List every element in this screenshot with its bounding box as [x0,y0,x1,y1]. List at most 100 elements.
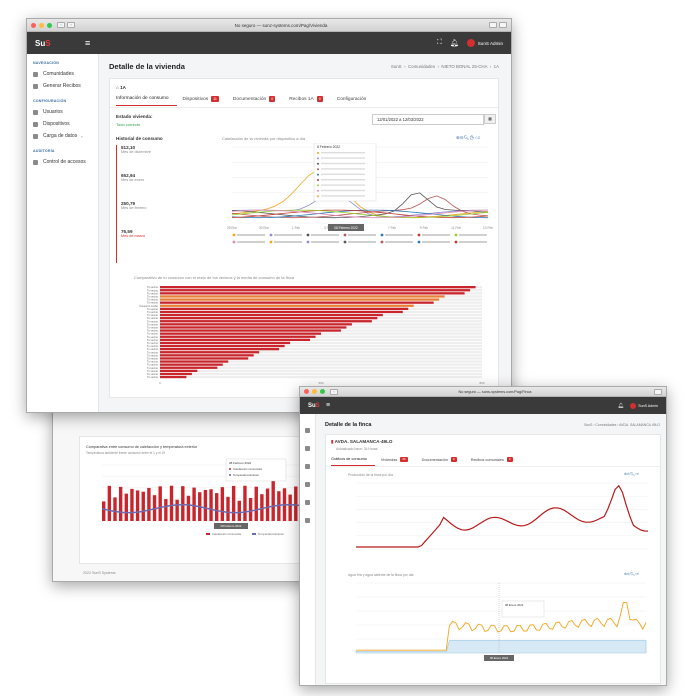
neighbor-label: Tu vecino [147,332,159,336]
content-area: Comparativa entre consumo de calefacción… [53,401,351,581]
neighbor-bar [160,329,341,332]
sidebar-item-comunidades[interactable]: Comunidades [27,68,98,80]
chart-toolbar[interactable]: ⊕⊖🔍︎⌂≡ [624,572,639,576]
legend-text-line [274,241,302,243]
sidebar-icon-accesos[interactable] [305,518,310,523]
legend-text-line [459,234,487,236]
legend-marker [454,240,458,244]
tab-label: Dispositivos [182,96,209,102]
legend-marker [417,233,421,237]
tooltip-marker [317,184,319,187]
legend-text-line [311,234,339,236]
maximize-window-icon[interactable] [320,389,325,394]
minimize-window-icon[interactable] [39,22,44,28]
legend-label: Temperatura Exterior [258,532,284,536]
notifications-icon[interactable]: 🔔︎ [449,40,459,47]
tab-graficos-consumo[interactable]: Gráficos de consumo [331,457,375,466]
minimize-window-icon[interactable] [312,389,317,394]
date-range-input[interactable]: 12/01/2022 a 12/03/2022 [372,114,484,125]
device-series-line [231,209,489,219]
avatar[interactable] [466,39,475,47]
tabs-divider [110,107,498,108]
back-icon[interactable]: ‹ [57,22,65,28]
forward-icon[interactable]: › [67,22,75,28]
tab-documentacion[interactable]: Documentación 0 [233,96,283,106]
breadcrumb: SunS › Comunidades › NIETO BONAL 25-CHA … [390,64,499,69]
neighbor-label: Tu vecino [147,335,159,339]
close-window-icon[interactable] [31,22,36,28]
breadcrumb-item[interactable]: SunS [584,423,593,427]
tooltip-marker [229,468,231,470]
users-icon [33,109,38,115]
breadcrumb-item[interactable]: Comunidades [407,64,436,69]
user-name[interactable]: SunS Admin [477,40,503,46]
sidebar-item-control-accesos[interactable]: Control de accesos [27,156,98,168]
tooltip-marker [317,179,319,181]
sidebar-item-dispositivos[interactable]: Dispositivos [27,118,98,130]
menu-icon[interactable]: ≡ [85,38,91,48]
legend-marker [306,240,310,244]
sidebar-icon-recibos[interactable] [305,446,310,451]
legend-marker [343,240,347,244]
tab-informacion-consumo[interactable]: Información de consumo [116,96,177,106]
calendar-button[interactable]: ▦ [484,114,496,124]
legend-marker [232,240,236,244]
x-tick-label: 11 Feb [451,226,461,230]
tab-documentacion[interactable]: Documentación 0 [422,457,465,466]
bar-track [160,351,482,354]
window-dwelling-detail: ‹ › No seguro — sunz-systems.com/Pag/Viv… [26,18,512,413]
breadcrumb-item[interactable]: Comunidades [595,423,617,427]
tab-label: Recibos 1A [289,96,314,102]
maximize-window-icon[interactable] [47,22,52,28]
tab-label: Documentación [421,457,449,462]
tabs-icon[interactable] [499,22,507,28]
sidebar-item-usuarios[interactable]: Usuarios [27,106,98,118]
tooltip-title: 8 Febrero 2022 [317,145,340,149]
share-icon[interactable] [489,22,497,28]
sidebar-icon-dispositivos[interactable] [305,482,310,487]
dwelling-tabs: Información de consumo Dispositivos 11 Do… [116,96,380,106]
back-icon[interactable]: ‹ [330,388,338,395]
sidebar-icon-usuarios[interactable] [305,464,310,469]
sidebar-item-label: Usuarios [43,109,63,115]
heating-bar [215,493,219,521]
heating-bar [175,499,179,521]
url-bar[interactable]: No seguro — sunz-systems.com/Pag/Viviend… [234,22,328,28]
tab-recibos[interactable]: Recibos 1A 0 [289,96,331,106]
neighbor-label: Tu vecino [147,366,159,370]
sidebar-icon-carga[interactable] [305,500,310,505]
url-bar[interactable]: No seguro — suns-systems.com/Pag/Finca [458,389,532,394]
chart-toolbar[interactable]: ⊕⊖🔍︎⌂≡ [624,472,639,476]
tooltip-marker [317,189,319,192]
heating-bar [135,490,140,521]
sidebar-item-carga-datos[interactable]: Carga de datos › [27,130,98,142]
neighbor-label: Tu vecino [147,369,159,373]
chart-toolbar[interactable]: ⊕⊖🔍︎✋︎⌂≡ [456,135,481,140]
legend-marker [454,233,458,237]
notifications-icon[interactable]: 🔔︎ [617,402,625,409]
sidebar-item-label: Dispositivos [43,121,70,127]
share-icon[interactable] [654,388,662,395]
breadcrumb-item[interactable]: SunS [390,64,402,69]
tab-label: Configuración [336,96,367,102]
menu-icon[interactable]: ≡ [326,402,331,409]
sidebar-icon-comunidades[interactable] [305,428,310,433]
sidebar: NAVEGACIÓN Comunidades Generar Recibos C… [27,54,99,412]
tab-viviendas[interactable]: Viviendas 36 [381,457,416,466]
fullscreen-icon[interactable]: ⛶ [436,39,442,46]
legend-text-line [422,241,450,243]
estado-label: Estado vivienda: [116,114,153,119]
neighbor-bar [160,366,218,369]
tab-dispositivos[interactable]: Dispositivos 11 [183,96,227,106]
tab-configuracion[interactable]: Configuración [337,96,375,106]
historial-label: Mes de marzo [121,234,146,238]
breadcrumb-item[interactable]: NIETO BONAL 25-CHA [441,64,488,69]
avatar[interactable] [630,402,637,409]
neighbor-label: Tu vecino [147,375,159,379]
heating-bar [294,486,298,521]
sidebar-item-generar-recibos[interactable]: Generar Recibos [27,80,98,92]
user-name[interactable]: SunS Admin [638,403,658,408]
neighbor-bar [160,332,321,335]
tab-recibos-comunales[interactable]: Recibos comunales 0 [471,457,521,466]
close-window-icon[interactable] [304,389,309,394]
